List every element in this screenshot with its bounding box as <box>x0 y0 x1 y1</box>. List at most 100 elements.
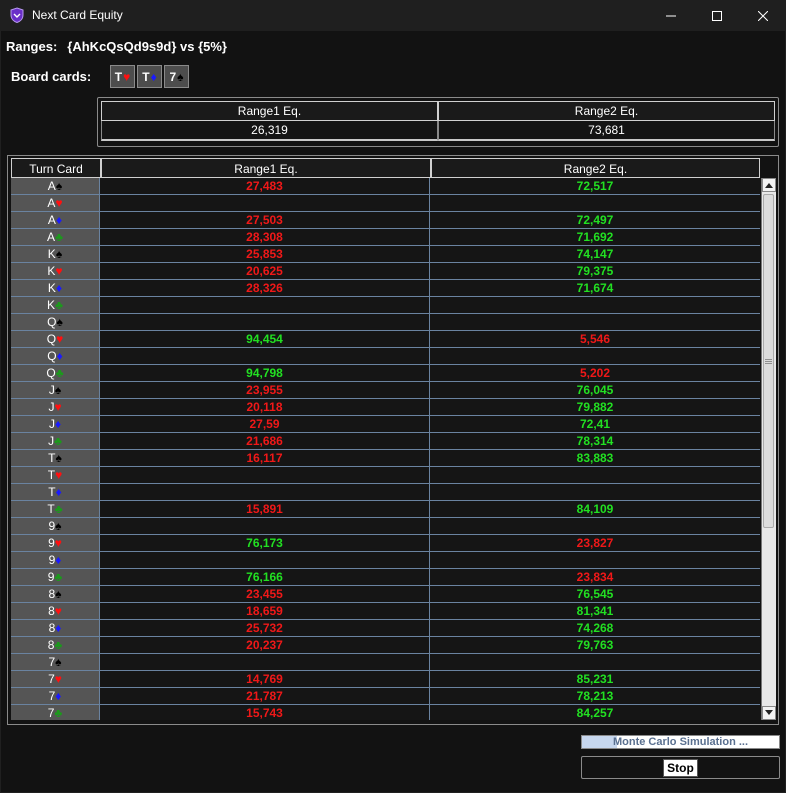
scroll-up-button[interactable] <box>762 178 776 192</box>
table-row[interactable]: 7♦ 21,787 78,213 <box>11 688 760 705</box>
card-rank: A <box>47 230 56 244</box>
suit-icon: ♥ <box>55 196 63 210</box>
card-rank: T <box>48 485 56 499</box>
table-row[interactable]: J♥ 20,118 79,882 <box>11 399 760 416</box>
summary-header-range1[interactable]: Range1 Eq. <box>101 101 438 121</box>
suit-icon: ♣ <box>55 230 63 244</box>
range1-equity-cell: 14,769 <box>100 671 430 687</box>
table-row[interactable]: A♠ 27,483 72,517 <box>11 178 760 195</box>
range2-equity-cell: 72,497 <box>430 212 760 228</box>
turn-card-cell: K♣ <box>11 297 100 313</box>
range2-equity-cell: 5,546 <box>430 331 760 347</box>
suit-icon: ♥ <box>123 69 131 84</box>
turn-card-cell: 7♦ <box>11 688 100 704</box>
table-row[interactable]: Q♦ <box>11 348 760 365</box>
table-row[interactable]: J♠ 23,955 76,045 <box>11 382 760 399</box>
minimize-button[interactable] <box>648 0 694 31</box>
turn-card-cell: K♥ <box>11 263 100 279</box>
maximize-button[interactable] <box>694 0 740 31</box>
table-row[interactable]: A♥ <box>11 195 760 212</box>
table-row[interactable]: K♠ 25,853 74,147 <box>11 246 760 263</box>
card-rank: 7 <box>48 655 56 669</box>
table-row[interactable]: K♣ <box>11 297 760 314</box>
turn-card-cell: A♠ <box>11 178 100 194</box>
range1-equity-cell: 20,118 <box>100 399 430 415</box>
suit-icon: ♦ <box>55 689 62 703</box>
card-rank: T <box>142 69 150 84</box>
close-button[interactable] <box>740 0 786 31</box>
table-row[interactable]: Q♥ 94,454 5,546 <box>11 331 760 348</box>
range2-equity-cell: 71,674 <box>430 280 760 296</box>
table-row[interactable]: 9♣ 76,166 23,834 <box>11 569 760 586</box>
scroll-down-button[interactable] <box>762 706 776 720</box>
board-card[interactable]: T ♥ <box>110 65 135 88</box>
range2-equity-cell: 79,763 <box>430 637 760 653</box>
header-range2-eq[interactable]: Range2 Eq. <box>431 158 760 178</box>
suit-icon: ♠ <box>55 179 63 193</box>
summary-header-range2[interactable]: Range2 Eq. <box>438 101 775 121</box>
table-row[interactable]: Q♠ <box>11 314 760 331</box>
range2-equity-cell: 81,341 <box>430 603 760 619</box>
table-row[interactable]: 8♠ 23,455 76,545 <box>11 586 760 603</box>
main-panel: Ranges: {AhKcQsQd9s9d} vs {5%} Board card… <box>1 31 785 792</box>
turn-card-cell: J♥ <box>11 399 100 415</box>
range2-equity-cell: 71,692 <box>430 229 760 245</box>
suit-icon: ♦ <box>55 553 62 567</box>
range1-equity-cell: 27,59 <box>100 416 430 432</box>
table-row[interactable]: T♣ 15,891 84,109 <box>11 501 760 518</box>
card-rank: K <box>47 247 56 261</box>
range1-equity-cell: 76,166 <box>100 569 430 585</box>
range2-equity-cell: 83,883 <box>430 450 760 466</box>
card-rank: 8 <box>47 638 55 652</box>
range1-equity-cell <box>100 654 430 670</box>
table-row[interactable]: 8♣ 20,237 79,763 <box>11 637 760 654</box>
card-rank: 7 <box>48 689 56 703</box>
turn-card-cell: 9♦ <box>11 552 100 568</box>
suit-icon: ♠ <box>177 69 184 84</box>
turn-card-cell: A♥ <box>11 195 100 211</box>
table-row[interactable]: 8♦ 25,732 74,268 <box>11 620 760 637</box>
suit-icon: ♦ <box>55 485 62 499</box>
table-body[interactable]: A♠ 27,483 72,517 A♥ A♦ 27,503 72,497 A♣ 28,308 71… <box>11 178 760 720</box>
board-card[interactable]: T ♦ <box>137 65 162 88</box>
table-row[interactable]: 7♥ 14,769 85,231 <box>11 671 760 688</box>
maximize-icon <box>712 10 722 21</box>
range2-equity-cell: 74,147 <box>430 246 760 262</box>
table-row[interactable]: 8♥ 18,659 81,341 <box>11 603 760 620</box>
table-row[interactable]: J♦ 27,59 72,41 <box>11 416 760 433</box>
header-range1-eq[interactable]: Range1 Eq. <box>101 158 431 178</box>
vertical-scrollbar[interactable] <box>761 178 776 720</box>
card-rank: K <box>47 264 56 278</box>
range2-equity-cell: 76,045 <box>430 382 760 398</box>
suit-icon: ♠ <box>55 247 63 261</box>
table-row[interactable]: 7♠ <box>11 654 760 671</box>
table-row[interactable]: K♦ 28,326 71,674 <box>11 280 760 297</box>
card-rank: 9 <box>48 519 56 533</box>
minimize-icon <box>666 15 676 16</box>
table-row[interactable]: J♣ 21,686 78,314 <box>11 433 760 450</box>
board-card[interactable]: 7 ♠ <box>164 65 189 88</box>
turn-card-cell: 8♥ <box>11 603 100 619</box>
card-rank: 8 <box>48 621 56 635</box>
table-row[interactable]: T♦ <box>11 484 760 501</box>
table-row[interactable]: 7♣ 15,743 84,257 <box>11 705 760 720</box>
table-row[interactable]: K♥ 20,625 79,375 <box>11 263 760 280</box>
table-row[interactable]: A♦ 27,503 72,497 <box>11 212 760 229</box>
table-row[interactable]: 9♥ 76,173 23,827 <box>11 535 760 552</box>
scroll-thumb[interactable] <box>763 194 774 528</box>
table-row[interactable]: 9♠ <box>11 518 760 535</box>
progress-label: Monte Carlo Simulation ... <box>612 736 749 748</box>
table-row[interactable]: T♥ <box>11 467 760 484</box>
suit-icon: ♦ <box>150 69 157 84</box>
table-row[interactable]: A♣ 28,308 71,692 <box>11 229 760 246</box>
stop-button[interactable]: Stop <box>663 758 698 777</box>
suit-icon: ♦ <box>55 213 63 227</box>
card-rank: 8 <box>48 604 55 618</box>
card-rank: Q <box>46 366 56 380</box>
range1-equity-cell: 23,955 <box>100 382 430 398</box>
card-rank: 8 <box>48 587 56 601</box>
table-row[interactable]: T♠ 16,117 83,883 <box>11 450 760 467</box>
table-row[interactable]: Q♣ 94,798 5,202 <box>11 365 760 382</box>
table-row[interactable]: 9♦ <box>11 552 760 569</box>
header-turn-card[interactable]: Turn Card <box>11 158 101 178</box>
